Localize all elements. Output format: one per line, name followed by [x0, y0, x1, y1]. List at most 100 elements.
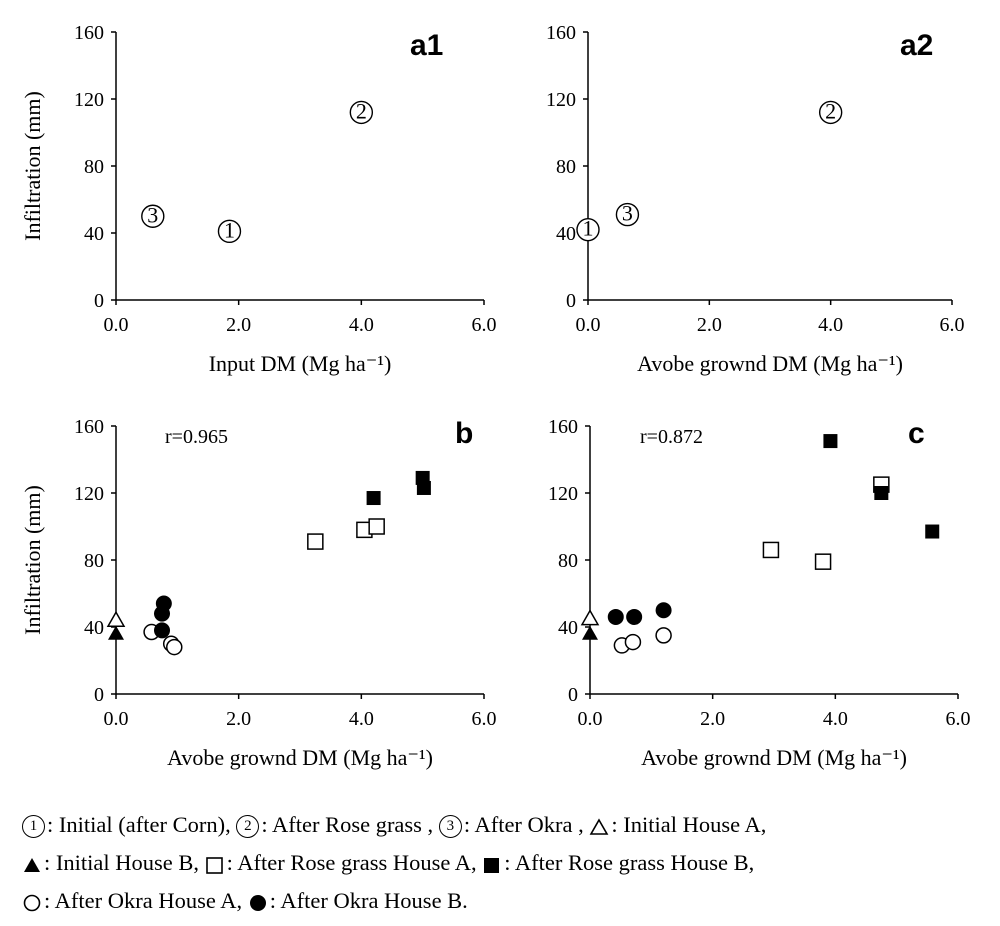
circled-number-ring	[818, 100, 843, 125]
y-axis-label: Infiltration (mm)	[20, 91, 45, 241]
point-after-okra-house-a	[655, 627, 672, 644]
point-after-okra-house-b	[154, 622, 170, 639]
x-tick-label: 4.0	[823, 708, 848, 730]
y-tick-label: 0	[94, 290, 104, 312]
point-after-rose-grass: 2	[818, 98, 843, 125]
x-tick-label: 2.0	[226, 314, 251, 336]
circled-number-text: 3	[147, 202, 158, 227]
circled-number-text: 3	[622, 201, 633, 226]
y-tick-label: 160	[74, 22, 104, 44]
legend-after-rose-grass-house-a: After Rose grass House A,	[237, 850, 477, 875]
point-initial-house-a	[580, 609, 600, 626]
point-after-rose-grass: 2	[349, 98, 374, 125]
circled-number-ring	[349, 100, 374, 125]
point-after-rose-grass-house-b	[874, 486, 889, 500]
filled-square-icon	[484, 857, 500, 873]
point-after-okra-house-b	[655, 602, 672, 619]
open-square-icon	[205, 857, 223, 874]
circled-number-text: 1	[583, 216, 594, 241]
x-axis-label: Input DM (Mg ha⁻¹)	[209, 351, 392, 376]
x-tick-label: 2.0	[226, 708, 251, 730]
panel-a2: 0 40 80 120 160 0.0 2.0 4.0 6.0 Avobe grownd DM (…	[546, 22, 965, 376]
legend-line-2: : Initial House B, : After Rose grass Ho…	[22, 844, 997, 882]
x-tick-label: 4.0	[349, 708, 374, 730]
point-after-okra-house-b	[154, 605, 170, 622]
x-tick-label: 6.0	[472, 708, 497, 730]
point-after-rose-grass-house-b	[366, 491, 381, 506]
point-after-rose-grass-house-b	[925, 524, 940, 539]
panel-label-a2: a2	[900, 29, 933, 62]
x-tick-label: 0.0	[104, 708, 129, 730]
filled-triangle-icon	[24, 857, 40, 872]
y-tick-label: 80	[556, 156, 576, 178]
y-tick-label: 120	[546, 89, 576, 111]
circled-number-text: 1	[224, 217, 235, 242]
circled-2-icon: 2	[236, 815, 260, 839]
panel-b: 0 40 80 120 160 0.0 2.0 4.0 6.0 Avobe grownd DM (…	[20, 416, 497, 770]
point-after-rose-grass-house-a	[814, 553, 832, 570]
x-axis-label: Avobe grownd DM (Mg ha⁻¹)	[637, 351, 903, 376]
legend-initial-house-a: Initial House A,	[623, 812, 767, 837]
circled-number-text: 2	[825, 98, 836, 123]
legend-initial-house-b: Initial House B,	[55, 850, 199, 875]
point-initial-house-a	[106, 610, 126, 628]
point-after-okra: 3	[141, 202, 165, 228]
legend-line-1: 1: Initial (after Corn), 2: After Rose g…	[22, 806, 997, 844]
x-tick-label: 0.0	[576, 314, 601, 336]
panel-a1: 0 40 80 120 160 0.0 2.0 4.0 6.0 Input DM (Mg ha⁻¹…	[20, 22, 497, 376]
circled-number-ring	[217, 219, 242, 244]
circled-number-ring	[141, 204, 165, 228]
correlation-label: r=0.965	[165, 426, 228, 448]
legend-after-okra: After Okra ,	[474, 812, 584, 837]
circled-3-icon: 3	[438, 815, 462, 839]
y-tick-label: 160	[548, 416, 578, 438]
panel-label-a1: a1	[410, 29, 443, 62]
x-tick-label: 2.0	[697, 314, 722, 336]
point-after-okra-house-a	[166, 638, 183, 656]
point-after-rose-grass-house-a	[307, 533, 324, 550]
y-tick-label: 80	[84, 550, 104, 572]
point-initial-house-b	[582, 625, 598, 640]
point-after-rose-grass-house-b	[823, 434, 838, 449]
circled-1-icon: 1	[22, 815, 45, 839]
panel-label-c: c	[908, 417, 925, 450]
panel-c: 0 40 80 120 160 0.0 2.0 4.0 6.0 Avobe grownd DM (…	[548, 416, 971, 770]
x-tick-label: 2.0	[700, 708, 725, 730]
y-tick-label: 80	[84, 156, 104, 178]
x-tick-label: 0.0	[104, 314, 129, 336]
y-tick-label: 40	[84, 617, 104, 639]
legend-after-okra-house-b: After Okra House B.	[280, 888, 468, 913]
y-tick-label: 0	[568, 684, 578, 706]
point-initial-after-corn: 1	[576, 216, 600, 242]
point-after-okra-house-a	[624, 633, 642, 651]
y-tick-label: 80	[558, 550, 578, 572]
y-tick-label: 40	[556, 223, 576, 245]
x-axis-label: Avobe grownd DM (Mg ha⁻¹)	[167, 745, 433, 770]
circled-number-text: 2	[356, 98, 367, 123]
point-after-okra-house-b	[626, 608, 643, 625]
point-after-okra: 3	[615, 201, 640, 227]
correlation-label: r=0.872	[640, 426, 703, 448]
y-tick-label: 160	[546, 22, 576, 44]
open-circle-icon	[23, 894, 41, 912]
y-tick-label: 120	[74, 89, 104, 111]
y-tick-label: 40	[558, 617, 578, 639]
x-tick-label: 6.0	[946, 708, 971, 730]
legend-after-rose-grass-house-b: After Rose grass House B,	[514, 850, 755, 875]
point-initial-house-b	[108, 625, 124, 640]
legend-line-3: : After Okra House A, : After Okra House…	[22, 882, 997, 920]
y-tick-label: 40	[84, 223, 104, 245]
x-tick-label: 6.0	[472, 314, 497, 336]
legend-after-rose-grass: After Rose grass ,	[271, 812, 434, 837]
y-tick-label: 120	[74, 483, 104, 505]
y-tick-label: 120	[548, 483, 578, 505]
point-initial-after-corn: 1	[217, 217, 242, 244]
y-tick-label: 0	[94, 684, 104, 706]
legend-initial-after-corn: Initial (after Corn),	[58, 812, 231, 837]
y-tick-label: 160	[74, 416, 104, 438]
x-axis-label: Avobe grownd DM (Mg ha⁻¹)	[641, 745, 907, 770]
x-tick-label: 4.0	[349, 314, 374, 336]
filled-circle-icon	[249, 894, 266, 911]
circled-number-ring	[576, 217, 600, 242]
